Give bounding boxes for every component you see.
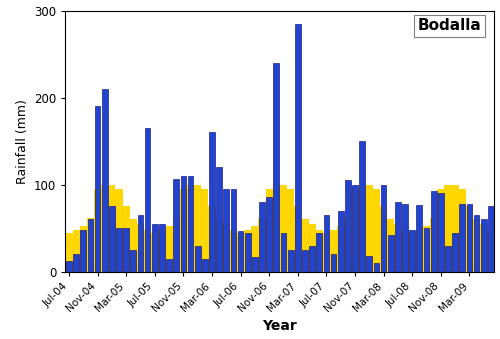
Bar bbox=[352, 185, 358, 272]
Bar bbox=[416, 205, 422, 272]
Bar bbox=[345, 180, 350, 272]
Bar bbox=[230, 189, 236, 272]
Bar bbox=[295, 24, 300, 272]
Bar bbox=[138, 215, 143, 272]
Bar bbox=[466, 204, 472, 272]
Bar bbox=[474, 215, 480, 272]
Bar bbox=[166, 259, 172, 272]
Bar bbox=[88, 219, 94, 272]
Bar bbox=[80, 230, 86, 272]
Bar bbox=[481, 219, 486, 272]
Text: Bodalla: Bodalla bbox=[418, 18, 482, 33]
Bar bbox=[360, 141, 365, 272]
Bar bbox=[174, 179, 179, 272]
Bar bbox=[388, 235, 394, 272]
Bar bbox=[152, 224, 158, 272]
Bar bbox=[252, 257, 258, 272]
Bar bbox=[445, 245, 451, 272]
Bar bbox=[238, 231, 244, 272]
Bar bbox=[452, 233, 458, 272]
Bar bbox=[209, 133, 215, 272]
Bar bbox=[130, 250, 136, 272]
Bar bbox=[288, 250, 294, 272]
Bar bbox=[259, 202, 265, 272]
Bar bbox=[438, 193, 444, 272]
Bar bbox=[224, 189, 229, 272]
Bar bbox=[380, 185, 386, 272]
Bar bbox=[145, 128, 150, 272]
Bar bbox=[302, 250, 308, 272]
Bar bbox=[116, 228, 122, 272]
Bar bbox=[424, 228, 430, 272]
Bar bbox=[266, 197, 272, 272]
Bar bbox=[74, 254, 79, 272]
Bar bbox=[180, 176, 186, 272]
Bar bbox=[124, 228, 129, 272]
Bar bbox=[395, 202, 401, 272]
Bar bbox=[66, 261, 72, 272]
Bar bbox=[324, 215, 330, 272]
Bar bbox=[374, 263, 380, 272]
Bar bbox=[280, 234, 286, 272]
Bar bbox=[431, 191, 436, 272]
Bar bbox=[309, 245, 315, 272]
Bar bbox=[188, 176, 194, 272]
Bar bbox=[402, 204, 408, 272]
Bar bbox=[316, 233, 322, 272]
Bar bbox=[216, 167, 222, 272]
Bar bbox=[202, 259, 207, 272]
Bar bbox=[488, 206, 494, 272]
Y-axis label: Rainfall (mm): Rainfall (mm) bbox=[16, 99, 28, 184]
Bar bbox=[366, 256, 372, 272]
Bar bbox=[94, 106, 100, 272]
Bar bbox=[245, 233, 250, 272]
Bar bbox=[330, 254, 336, 272]
Bar bbox=[460, 204, 465, 272]
Bar bbox=[102, 89, 108, 272]
X-axis label: Year: Year bbox=[262, 319, 298, 334]
Bar bbox=[195, 245, 200, 272]
Bar bbox=[338, 211, 344, 272]
Bar bbox=[159, 224, 165, 272]
Bar bbox=[109, 206, 114, 272]
Bar bbox=[274, 63, 279, 272]
Bar bbox=[410, 230, 415, 272]
